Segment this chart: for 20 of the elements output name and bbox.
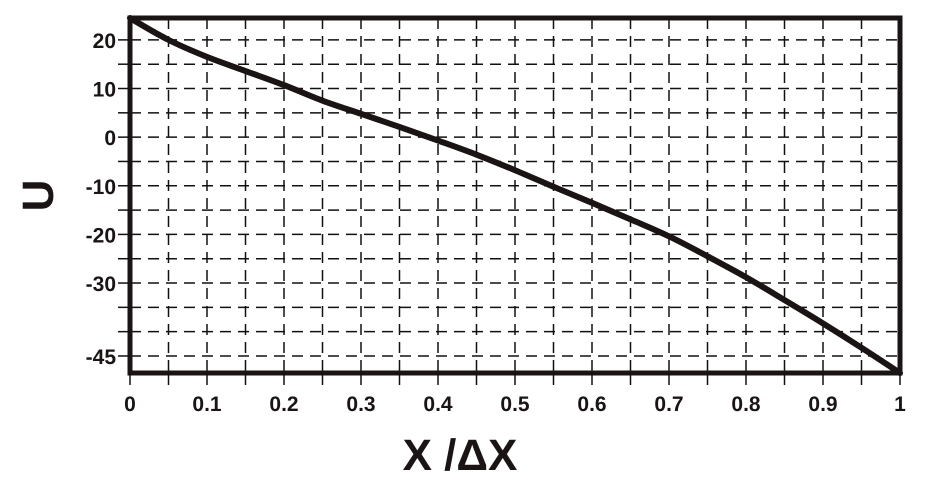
y-tick-label: -20	[86, 224, 116, 248]
y-tick-label: 0	[104, 127, 116, 150]
y-tick-label: -45	[86, 346, 116, 369]
x-tick-label: 0.8	[731, 393, 761, 416]
y-tick-label: 20	[92, 30, 116, 53]
y-tick-label: 10	[92, 78, 116, 102]
x-tick-label: 0.3	[346, 393, 376, 416]
x-tick-label: 0.5	[500, 393, 530, 416]
x-tick-label: 0.4	[423, 393, 453, 416]
y-axis-title: U	[14, 180, 63, 212]
x-tick-label: 1	[894, 393, 906, 416]
y-tick-label: -30	[86, 273, 116, 296]
x-tick-label: 0.9	[808, 393, 838, 416]
x-tick-label: 0.7	[654, 393, 684, 416]
x-axis-title: X /ΔX	[402, 431, 518, 480]
x-tick-label: 0.6	[577, 393, 607, 416]
x-tick-label: 0	[124, 393, 136, 416]
x-tick-label: 0.1	[192, 393, 222, 416]
x-tick-label: 0.2	[269, 393, 299, 416]
y-tick-label: -10	[86, 176, 116, 199]
